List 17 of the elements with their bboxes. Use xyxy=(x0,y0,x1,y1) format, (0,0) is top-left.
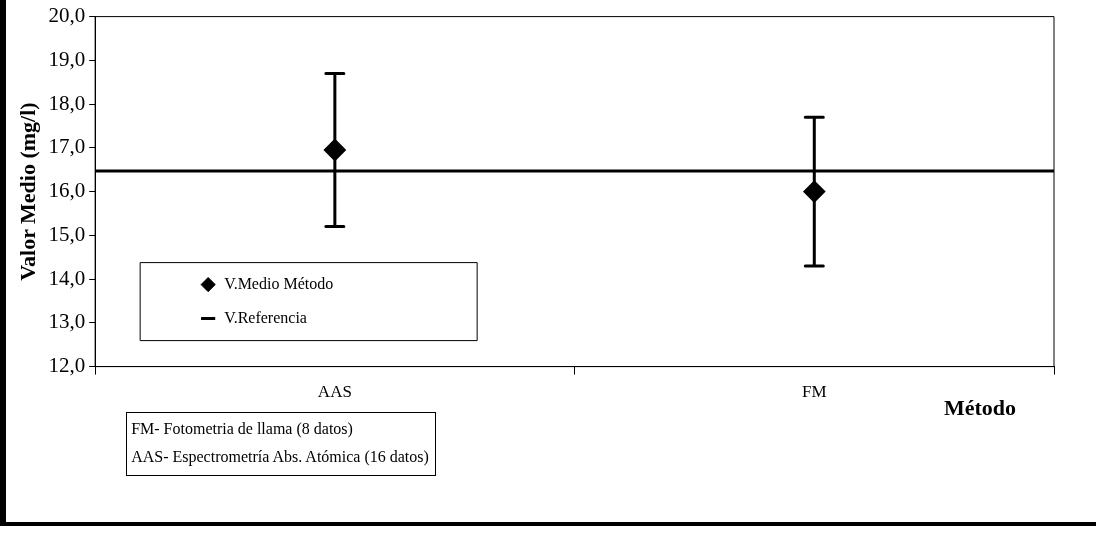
x-axis-title: Método xyxy=(944,394,1017,421)
legend-label: V.Medio Método xyxy=(224,274,334,292)
y-tick-label: 18,0 xyxy=(48,90,86,115)
y-tick-label: 16,0 xyxy=(48,178,86,203)
y-tick-label: 13,0 xyxy=(48,309,86,334)
y-tick-label: 15,0 xyxy=(48,221,86,246)
x-tick-label: FM xyxy=(802,382,827,402)
y-tick-label: 14,0 xyxy=(48,265,86,290)
legend-label: V.Referencia xyxy=(224,308,307,326)
y-tick-label: 17,0 xyxy=(48,134,86,159)
text: AAS- Espectrometría Abs. Atómica (16 datos) xyxy=(131,446,429,468)
y-axis-title: Valor Medio (mg/l) xyxy=(14,102,40,281)
x-tick-label: AAS xyxy=(317,382,352,402)
y-tick-label: 12,0 xyxy=(48,353,86,378)
text: FM- Fotometria de llama (8 datos) xyxy=(131,418,354,440)
y-tick-label: 19,0 xyxy=(48,46,86,71)
y-tick-label: 20,0 xyxy=(48,3,86,28)
